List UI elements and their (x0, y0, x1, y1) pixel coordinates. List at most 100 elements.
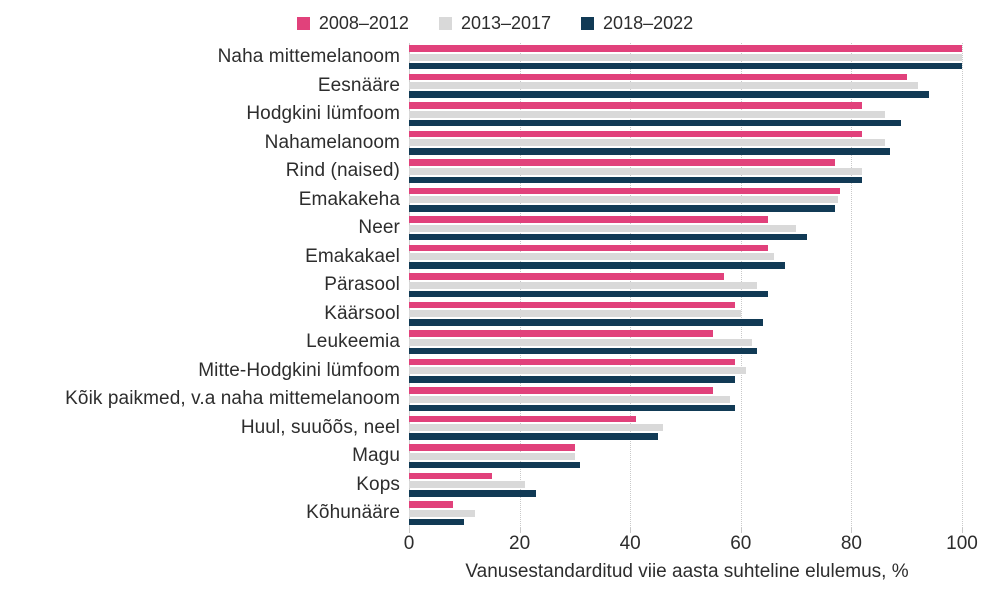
bar-group (409, 73, 965, 98)
bar-2018-2022 (409, 119, 902, 127)
bar-2013-2017 (409, 110, 885, 118)
chart-row: Naha mittemelanoom (0, 43, 990, 72)
chart-row: Magu (0, 442, 990, 471)
square-swatch-icon (581, 16, 595, 30)
x-axis-title: Vanusestandarditud viie aasta suhteline … (465, 560, 909, 582)
bar-group (409, 501, 965, 526)
chart-row: Rind (naised) (0, 157, 990, 186)
square-swatch-icon (296, 16, 310, 30)
bar-2018-2022 (409, 347, 758, 355)
bar-group (409, 216, 965, 241)
bar-2018-2022 (409, 290, 769, 298)
chart-legend: 2008–2012 2013–2017 2018–2022 (0, 0, 990, 35)
bar-2008-2012 (409, 444, 575, 451)
gridline (851, 43, 853, 528)
bar-2018-2022 (409, 461, 581, 469)
chart-row: Käärsool (0, 300, 990, 329)
bar-2018-2022 (409, 433, 658, 440)
category-label: Hodgkini lümfoom (246, 103, 400, 125)
bar-group (409, 330, 965, 355)
tick-mark (740, 527, 742, 533)
chart-row: Kõhunääre (0, 499, 990, 528)
bar-group (409, 415, 965, 440)
bar-2018-2022 (409, 62, 962, 70)
bar-2018-2022 (409, 404, 736, 412)
legend-item-2018-2022: 2018–2022 (581, 13, 693, 34)
tick-label: 0 (403, 532, 415, 554)
bar-2008-2012 (409, 244, 769, 252)
bar-2008-2012 (409, 415, 636, 423)
bar-2008-2012 (409, 102, 863, 109)
bar-2018-2022 (409, 233, 808, 241)
bar-2013-2017 (409, 509, 476, 517)
bar-2008-2012 (409, 301, 736, 309)
bar-2018-2022 (409, 91, 929, 98)
bar-2013-2017 (409, 139, 885, 147)
gridline (962, 43, 963, 528)
category-label: Rind (naised) (285, 160, 400, 182)
bar-2018-2022 (409, 176, 863, 184)
category-label: Emakakeha (298, 188, 400, 210)
tick-mark (630, 527, 632, 533)
chart-row: Kõik paikmed, v.a naha mittemelanoom (0, 385, 990, 414)
chart-row: Pärasool (0, 271, 990, 300)
bar-2008-2012 (409, 273, 725, 280)
bar-2013-2017 (409, 281, 758, 289)
bar-2008-2012 (409, 45, 962, 52)
tick-mark (519, 527, 521, 533)
bar-2008-2012 (409, 330, 714, 337)
bar-2008-2012 (409, 358, 736, 366)
category-label: Eesnääre (317, 74, 400, 96)
category-label: Kõik paikmed, v.a naha mittemelanoom (65, 388, 400, 410)
chart-row: Eesnääre (0, 72, 990, 101)
category-label: Kops (356, 473, 400, 495)
tick-label: 100 (946, 532, 978, 554)
chart-row: Huul, suuõõs, neel (0, 414, 990, 443)
bar-2018-2022 (409, 518, 465, 526)
tick-label: 40 (619, 532, 641, 554)
bar-group (409, 187, 965, 212)
tick-label: 80 (840, 532, 862, 554)
bar-2013-2017 (409, 167, 863, 175)
bar-2018-2022 (409, 319, 763, 326)
bar-group (409, 130, 965, 155)
category-label: Magu (352, 445, 400, 467)
bar-2008-2012 (409, 73, 907, 81)
chart-row: Emakakeha (0, 186, 990, 215)
x-axis: 0 20 40 60 80 100 (404, 527, 978, 556)
bar-group (409, 472, 965, 497)
bar-2008-2012 (409, 472, 492, 480)
bar-group (409, 387, 965, 412)
bar-group (409, 273, 965, 298)
bar-2018-2022 (409, 262, 786, 269)
chart-row: Emakakael (0, 243, 990, 272)
legend-item-2013-2017: 2013–2017 (438, 13, 551, 34)
category-label: Käärsool (324, 302, 400, 324)
bar-2013-2017 (409, 196, 838, 204)
tick-mark (851, 527, 853, 533)
tick-label: 20 (509, 532, 531, 554)
bar-2013-2017 (409, 452, 575, 460)
category-label: Huul, suuõõs, neel (240, 416, 400, 438)
legend-label: 2018–2022 (603, 12, 694, 33)
bar-2008-2012 (409, 501, 454, 508)
survival-bar-chart: Naha mittemelanoom Eesnääre Hodgkini lümfo… (0, 43, 990, 583)
square-swatch-icon (438, 16, 452, 30)
tick-mark (962, 527, 963, 533)
bar-2013-2017 (409, 224, 797, 232)
chart-row: Mitte-Hodgkini lümfoom (0, 357, 990, 386)
bar-group (409, 244, 965, 269)
category-label: Emakakael (305, 245, 400, 267)
bar-2018-2022 (409, 376, 736, 383)
category-label: Naha mittemelanoom (217, 46, 400, 68)
bar-2013-2017 (409, 53, 962, 61)
bar-group (409, 159, 965, 184)
chart-row: Nahamelanoom (0, 129, 990, 158)
chart-row: Kops (0, 471, 990, 500)
category-label: Mitte-Hodgkini lümfoom (198, 359, 400, 381)
bar-group (409, 358, 965, 383)
bar-2018-2022 (409, 148, 891, 155)
category-label: Leukeemia (306, 331, 400, 353)
tick-label: 60 (730, 532, 752, 554)
bar-group (409, 102, 965, 127)
